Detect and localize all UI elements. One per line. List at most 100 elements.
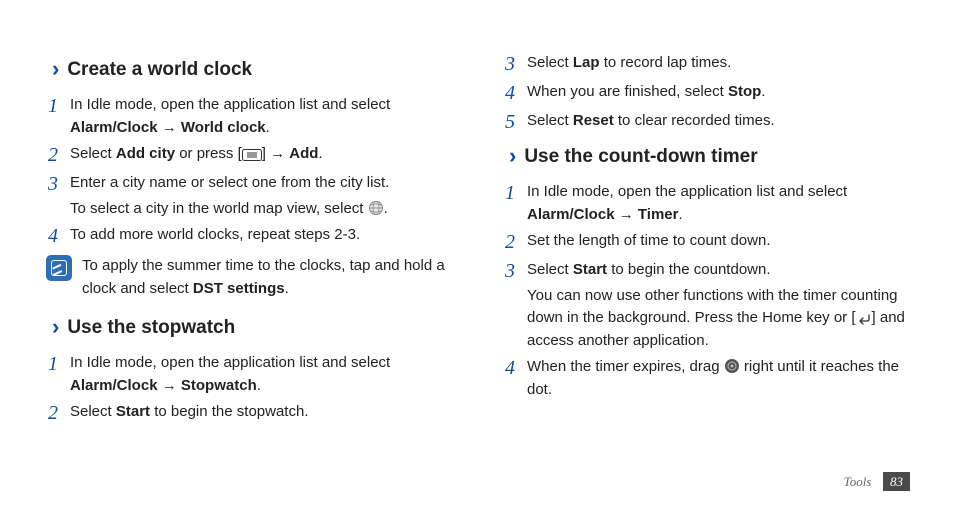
step-row: 1 In Idle mode, open the application lis… (501, 180, 910, 226)
drag-circle-icon (724, 358, 740, 374)
step-text: ] → (262, 145, 290, 162)
step-number: 1 (48, 93, 70, 139)
section-title: Use the stopwatch (67, 317, 235, 338)
step-text: . (761, 83, 765, 100)
step-text: Enter a city name or select one from the… (70, 174, 389, 191)
step-bold: Add (289, 145, 318, 162)
note-bold: DST settings (193, 280, 285, 297)
step-text: . (257, 377, 261, 394)
step-number: 2 (48, 142, 70, 168)
page-footer: Tools 83 (844, 474, 910, 490)
step-text: Select (527, 261, 573, 278)
step-body: When the timer expires, drag right until… (527, 355, 910, 401)
menu-key-icon (242, 149, 262, 161)
step-bold: World clock (181, 119, 266, 136)
step-body: Set the length of time to count down. (527, 229, 910, 255)
step-number: 5 (505, 109, 527, 135)
globe-icon (368, 200, 384, 216)
step-text: When the timer expires, drag (527, 358, 724, 375)
note-box: To apply the summer time to the clocks, … (46, 255, 453, 300)
footer-section-label: Tools (844, 474, 872, 489)
step-bold: Add city (116, 145, 175, 162)
step-row: 4 When the timer expires, drag right unt… (501, 355, 910, 401)
section-title: Use the count-down timer (524, 146, 757, 167)
step-row: 2 Set the length of time to count down. (501, 229, 910, 255)
step-bold: Alarm/Clock (70, 377, 158, 394)
step-number: 1 (48, 351, 70, 397)
step-number: 1 (505, 180, 527, 226)
step-text: Select (527, 112, 573, 129)
step-row: 3 Select Start to begin the countdown. Y… (501, 258, 910, 352)
step-row: 4 To add more world clocks, repeat steps… (44, 223, 453, 249)
step-text: to begin the countdown. (607, 261, 770, 278)
step-text: . (384, 200, 388, 217)
note-icon (46, 255, 72, 281)
step-bold: Start (116, 403, 150, 420)
note-text: . (285, 280, 289, 297)
step-body: Select Start to begin the countdown. You… (527, 258, 910, 352)
step-number: 4 (505, 355, 527, 401)
arrow-text: → (158, 377, 181, 394)
step-number: 2 (505, 229, 527, 255)
step-row: 2 Select Start to begin the stopwatch. (44, 400, 453, 426)
step-number: 4 (48, 223, 70, 249)
left-column: › Create a world clock 1 In Idle mode, op… (44, 48, 453, 429)
arrow-text: → (615, 206, 638, 223)
section-stopwatch: › Use the stopwatch (52, 310, 453, 343)
step-bold: Alarm/Clock (527, 206, 615, 223)
step-text: You can now use other functions with the… (527, 287, 898, 327)
step-bold: Reset (573, 112, 614, 129)
step-body: In Idle mode, open the application list … (527, 180, 910, 226)
step-number: 2 (48, 400, 70, 426)
step-text: Select (70, 403, 116, 420)
arrow-text: → (158, 119, 181, 136)
footer-page-number: 83 (883, 472, 910, 491)
step-bold: Timer (638, 206, 679, 223)
chevron-icon: › (52, 52, 59, 85)
step-text: To select a city in the world map view, … (70, 200, 368, 217)
step-bold: Start (573, 261, 607, 278)
step-bold: Alarm/Clock (70, 119, 158, 136)
step-text: . (266, 119, 270, 136)
step-body: Select Lap to record lap times. (527, 51, 910, 77)
manual-page: › Create a world clock 1 In Idle mode, op… (0, 0, 954, 429)
step-subtext: To select a city in the world map view, … (70, 198, 453, 221)
step-row: 2 Select Add city or press [ ] → Add. (44, 142, 453, 168)
step-text: Set the length of time to count down. (527, 232, 771, 249)
section-title: Create a world clock (67, 59, 252, 80)
step-body: Enter a city name or select one from the… (70, 171, 453, 220)
step-body: Select Add city or press [ ] → Add. (70, 142, 453, 168)
step-number: 3 (505, 258, 527, 352)
step-row: 4 When you are finished, select Stop. (501, 80, 910, 106)
step-text: . (318, 145, 322, 162)
step-text: . (678, 206, 682, 223)
step-body: To add more world clocks, repeat steps 2… (70, 223, 453, 249)
step-text: or press [ (175, 145, 242, 162)
step-body: When you are finished, select Stop. (527, 80, 910, 106)
step-text: Select (527, 54, 573, 71)
step-text: When you are finished, select (527, 83, 728, 100)
back-key-icon (856, 313, 872, 325)
section-world-clock: › Create a world clock (52, 52, 453, 85)
step-text: In Idle mode, open the application list … (70, 96, 390, 113)
step-text: to record lap times. (600, 54, 732, 71)
step-row: 1 In Idle mode, open the application lis… (44, 351, 453, 397)
step-row: 1 In Idle mode, open the application lis… (44, 93, 453, 139)
step-text: In Idle mode, open the application list … (527, 183, 847, 200)
step-text: Select (70, 145, 116, 162)
section-countdown: › Use the count-down timer (509, 139, 910, 172)
step-text: to begin the stopwatch. (150, 403, 308, 420)
step-row: 3 Select Lap to record lap times. (501, 51, 910, 77)
step-bold: Lap (573, 54, 600, 71)
step-number: 3 (48, 171, 70, 220)
chevron-icon: › (52, 310, 59, 343)
step-body: Select Reset to clear recorded times. (527, 109, 910, 135)
chevron-icon: › (509, 139, 516, 172)
step-body: Select Start to begin the stopwatch. (70, 400, 453, 426)
step-bold: Stop (728, 83, 761, 100)
step-text: In Idle mode, open the application list … (70, 354, 390, 371)
step-text: to clear recorded times. (614, 112, 775, 129)
step-number: 4 (505, 80, 527, 106)
step-subtext: You can now use other functions with the… (527, 285, 910, 353)
note-body: To apply the summer time to the clocks, … (82, 255, 453, 300)
